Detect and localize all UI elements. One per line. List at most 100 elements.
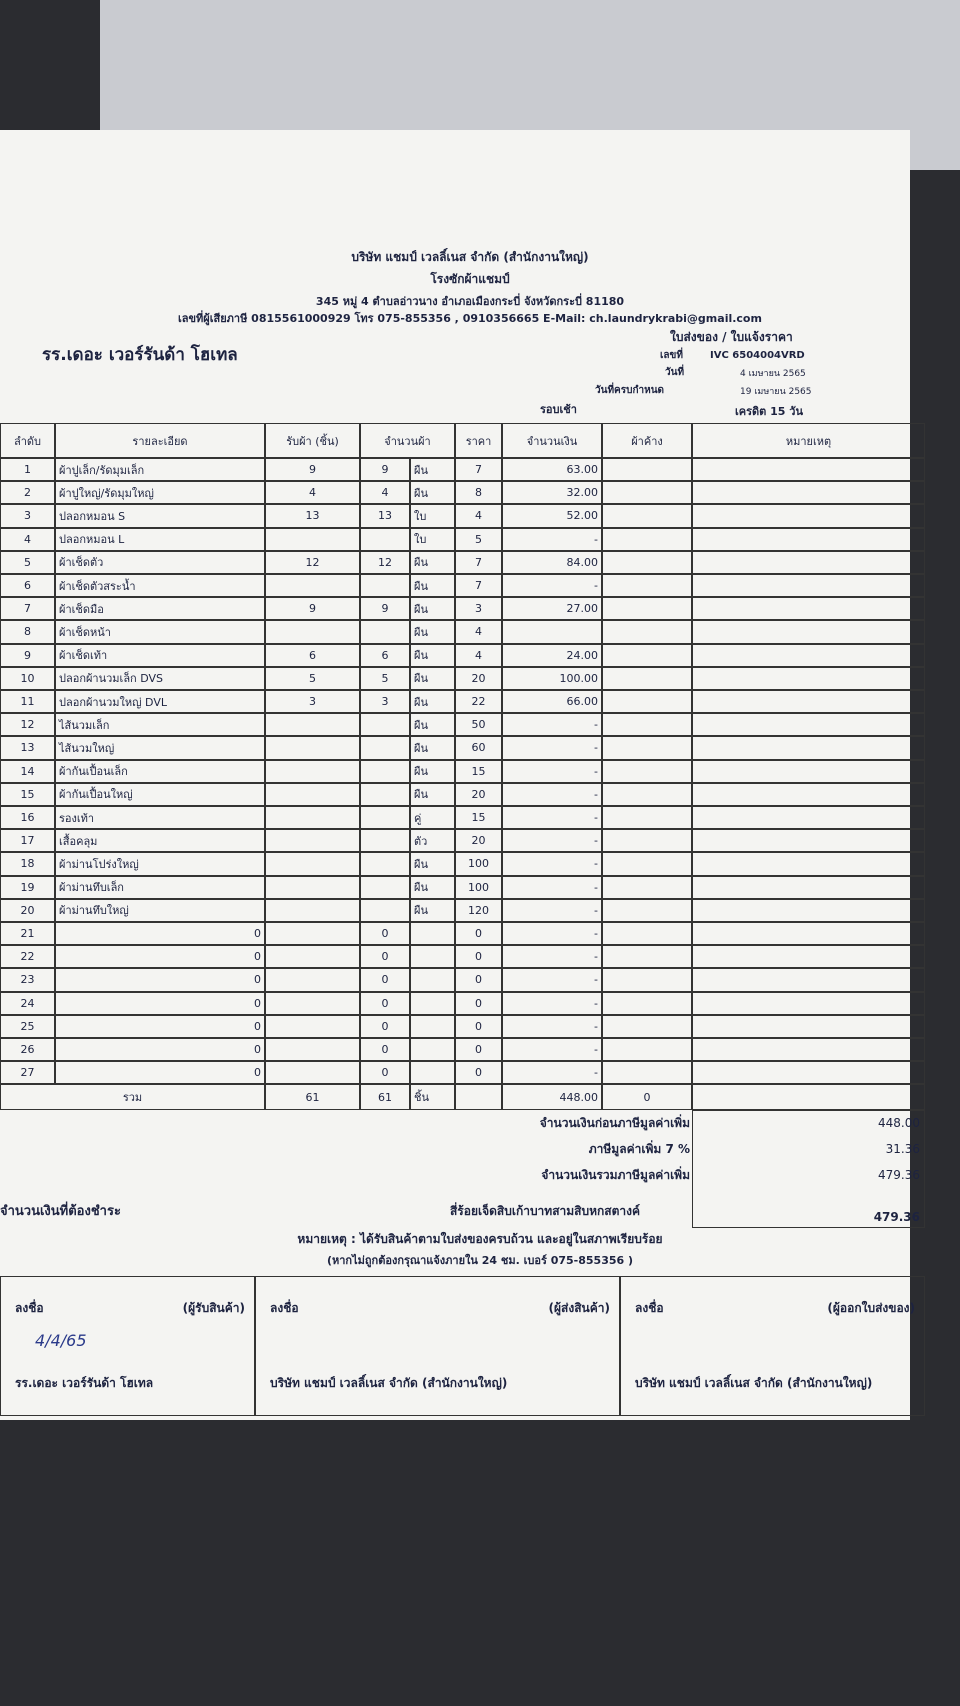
qty: 0	[360, 922, 410, 946]
unit: ผืน	[410, 759, 455, 783]
remark-cell	[692, 643, 925, 667]
sign-role: (ผู้รับสินค้า)	[182, 1301, 245, 1316]
column-header: รายละเอียด	[55, 423, 265, 458]
unit: ผืน	[410, 690, 455, 714]
price: 100	[455, 852, 502, 876]
unit: ผืน	[410, 713, 455, 737]
total-label: รวม	[0, 1084, 265, 1111]
row-number: 2	[0, 481, 55, 505]
pending-cell	[602, 829, 692, 853]
item-name: ปลอกผ้านวมเล็ก DVS	[55, 666, 265, 690]
amount: -	[502, 527, 602, 551]
price: 20	[455, 829, 502, 853]
received-qty	[265, 1038, 360, 1062]
row-number: 10	[0, 666, 55, 690]
remark-cell	[692, 481, 925, 505]
qty: 13	[360, 504, 410, 528]
row-number: 26	[0, 1038, 55, 1062]
qty	[360, 829, 410, 853]
total-price-cell	[455, 1084, 502, 1111]
qty	[360, 527, 410, 551]
summary-value: 31.36	[885, 1142, 920, 1157]
row-number: 14	[0, 759, 55, 783]
qty	[360, 759, 410, 783]
sign-role: (ผู้ออกใบส่งของ)	[827, 1301, 915, 1316]
price: 7	[455, 458, 502, 482]
amount: -	[502, 736, 602, 760]
qty	[360, 736, 410, 760]
row-number: 3	[0, 504, 55, 528]
qty: 0	[360, 1038, 410, 1062]
price: 0	[455, 1014, 502, 1038]
payable-value: 479.36	[873, 1210, 920, 1225]
row-number: 19	[0, 875, 55, 899]
received-qty	[265, 527, 360, 551]
price: 22	[455, 690, 502, 714]
column-header: ลำดับ	[0, 423, 55, 458]
received-qty	[265, 968, 360, 992]
pending-cell	[602, 643, 692, 667]
qty: 12	[360, 550, 410, 574]
company-name: บริษัท แชมป์ เวลลิ์เนส จำกัด (สำนักงานให…	[351, 250, 589, 264]
item-name: ปลอกหมอน L	[55, 527, 265, 551]
item-name: ปลอกหมอน S	[55, 504, 265, 528]
item-name: ผ้าเช็ดตัวสระน้ำ	[55, 574, 265, 598]
total-unit: ชิ้น	[410, 1084, 455, 1111]
credit: เครดิต 15 วัน	[735, 405, 803, 418]
item-name: รองเท้า	[55, 806, 265, 830]
sign-label: ลงชื่อ	[270, 1301, 299, 1316]
total-received: 61	[265, 1084, 360, 1111]
unit: ผืน	[410, 620, 455, 644]
received-qty	[265, 620, 360, 644]
amount: -	[502, 991, 602, 1015]
row-number: 18	[0, 852, 55, 876]
row-number: 27	[0, 1061, 55, 1085]
row-number: 4	[0, 527, 55, 551]
item-name: 0	[55, 922, 265, 946]
item-name: ผ้าเช็ดตัว	[55, 550, 265, 574]
amount: -	[502, 782, 602, 806]
column-header: ราคา	[455, 423, 502, 458]
item-name: ไส้นวมใหญ่	[55, 736, 265, 760]
unit: ผืน	[410, 550, 455, 574]
received-qty	[265, 829, 360, 853]
remark-cell	[692, 597, 925, 621]
row-number: 17	[0, 829, 55, 853]
price: 20	[455, 782, 502, 806]
signature-box	[0, 1276, 255, 1417]
item-name: ผ้าม่านทึบเล็ก	[55, 875, 265, 899]
pending-cell	[602, 620, 692, 644]
remark-cell	[692, 713, 925, 737]
payable-words: สี่ร้อยเจ็ดสิบเก้าบาทสามสิบหกสตางค์	[449, 1204, 641, 1219]
item-name: ผ้ากันเปื้อนใหญ่	[55, 782, 265, 806]
pending-cell	[602, 898, 692, 922]
amount: 66.00	[502, 690, 602, 714]
item-name: เสื้อคลุม	[55, 829, 265, 853]
remark-cell	[692, 504, 925, 528]
remark-cell	[692, 968, 925, 992]
doc-no-label: เลขที่	[660, 350, 683, 361]
price: 0	[455, 922, 502, 946]
received-qty: 9	[265, 597, 360, 621]
amount: 52.00	[502, 504, 602, 528]
row-number: 24	[0, 991, 55, 1015]
received-qty	[265, 574, 360, 598]
price: 8	[455, 481, 502, 505]
row-number: 16	[0, 806, 55, 830]
summary-label: จำนวนเงินรวมภาษีมูลค่าเพิ่ม	[541, 1168, 690, 1183]
sign-org: บริษัท แชมป์ เวลลิ์เนส จำกัด (สำนักงานให…	[635, 1376, 873, 1391]
unit: ผืน	[410, 782, 455, 806]
remark-cell	[692, 550, 925, 574]
remark-cell	[692, 806, 925, 830]
received-qty	[265, 898, 360, 922]
amount: 63.00	[502, 458, 602, 482]
received-qty: 13	[265, 504, 360, 528]
amount: -	[502, 806, 602, 830]
amount: 100.00	[502, 666, 602, 690]
received-qty	[265, 782, 360, 806]
price: 7	[455, 550, 502, 574]
summary-value: 448.00	[878, 1116, 920, 1131]
received-qty: 9	[265, 458, 360, 482]
price: 0	[455, 945, 502, 969]
